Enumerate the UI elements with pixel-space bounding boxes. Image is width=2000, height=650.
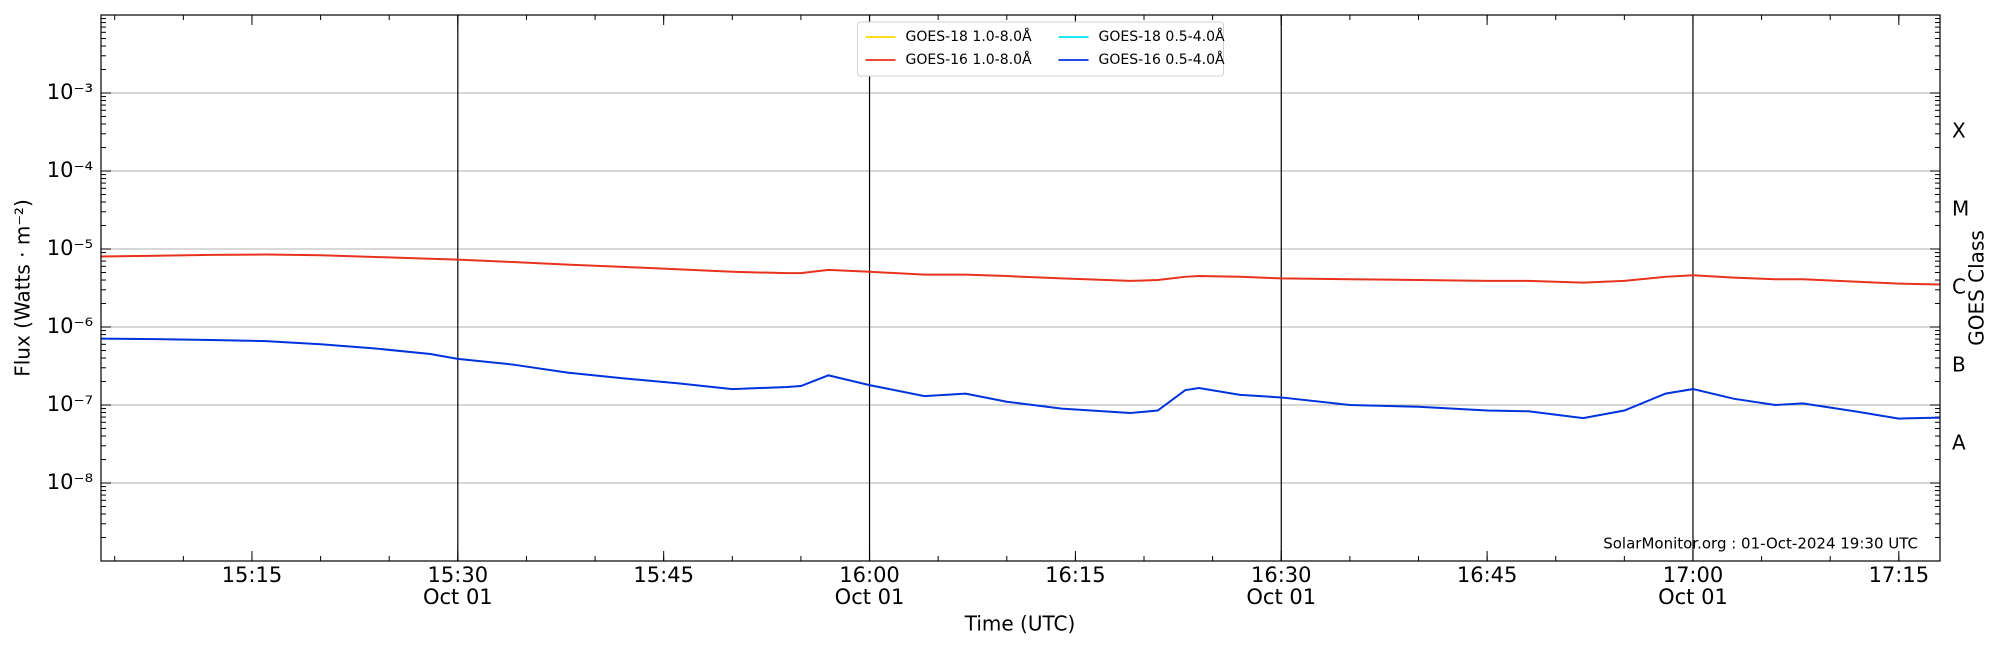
x-tick-sublabel: Oct 01 xyxy=(1246,585,1316,609)
y-tick-label: 10⁻⁵ xyxy=(47,236,93,260)
y-axis-label: Flux (Watts · m⁻²) xyxy=(11,199,35,377)
series-line xyxy=(100,253,1941,286)
x-tick-sublabel: Oct 01 xyxy=(423,585,493,609)
annotation: SolarMonitor.org : 01-Oct-2024 19:30 UTC xyxy=(1603,535,1918,553)
x-tick-sublabel: Oct 01 xyxy=(835,585,905,609)
y-tick-label: 10⁻⁷ xyxy=(47,392,93,416)
x-tick-label: 16:45 xyxy=(1457,563,1518,587)
y2-tick-label: B xyxy=(1952,353,1966,377)
legend-label: GOES-16 0.5-4.0Å xyxy=(1099,51,1225,68)
x-tick-label: 16:15 xyxy=(1045,563,1106,587)
y2-tick-label: M xyxy=(1952,197,1969,221)
x-tick-label: 16:30 xyxy=(1251,563,1312,587)
x-tick-label: 15:45 xyxy=(633,563,694,587)
x-tick-label: 15:30 xyxy=(428,563,489,587)
legend: GOES-18 1.0-8.0Å GOES-16 1.0-8.0Å GOES-18 … xyxy=(857,21,1225,77)
legend-label: GOES-16 1.0-8.0Å xyxy=(906,51,1032,68)
y-tick-label: 10⁻⁸ xyxy=(47,470,93,494)
y2-tick-label: A xyxy=(1952,431,1966,455)
x-tick-sublabel: Oct 01 xyxy=(1658,585,1728,609)
plot-frame xyxy=(100,14,1941,562)
legend-label: GOES-18 0.5-4.0Å xyxy=(1099,28,1225,45)
x-tick-label: 15:15 xyxy=(222,563,283,587)
y-tick-label: 10⁻⁶ xyxy=(47,314,93,338)
legend-box xyxy=(857,21,1224,77)
x-tick-label: 17:00 xyxy=(1663,563,1724,587)
x-tick-label: 17:15 xyxy=(1869,563,1930,587)
x-tick-label: 16:00 xyxy=(839,563,900,587)
y2-tick-label: X xyxy=(1952,119,1966,143)
x-axis-label: Time (UTC) xyxy=(964,612,1076,636)
y-tick-label: 10⁻⁴ xyxy=(47,158,93,182)
series-line xyxy=(100,337,1941,420)
y2-axis-label: GOES Class xyxy=(1965,230,1989,346)
y2-tick-label: C xyxy=(1952,275,1966,299)
y-tick-label: 10⁻³ xyxy=(47,80,93,104)
legend-label: GOES-18 1.0-8.0Å xyxy=(906,28,1032,45)
